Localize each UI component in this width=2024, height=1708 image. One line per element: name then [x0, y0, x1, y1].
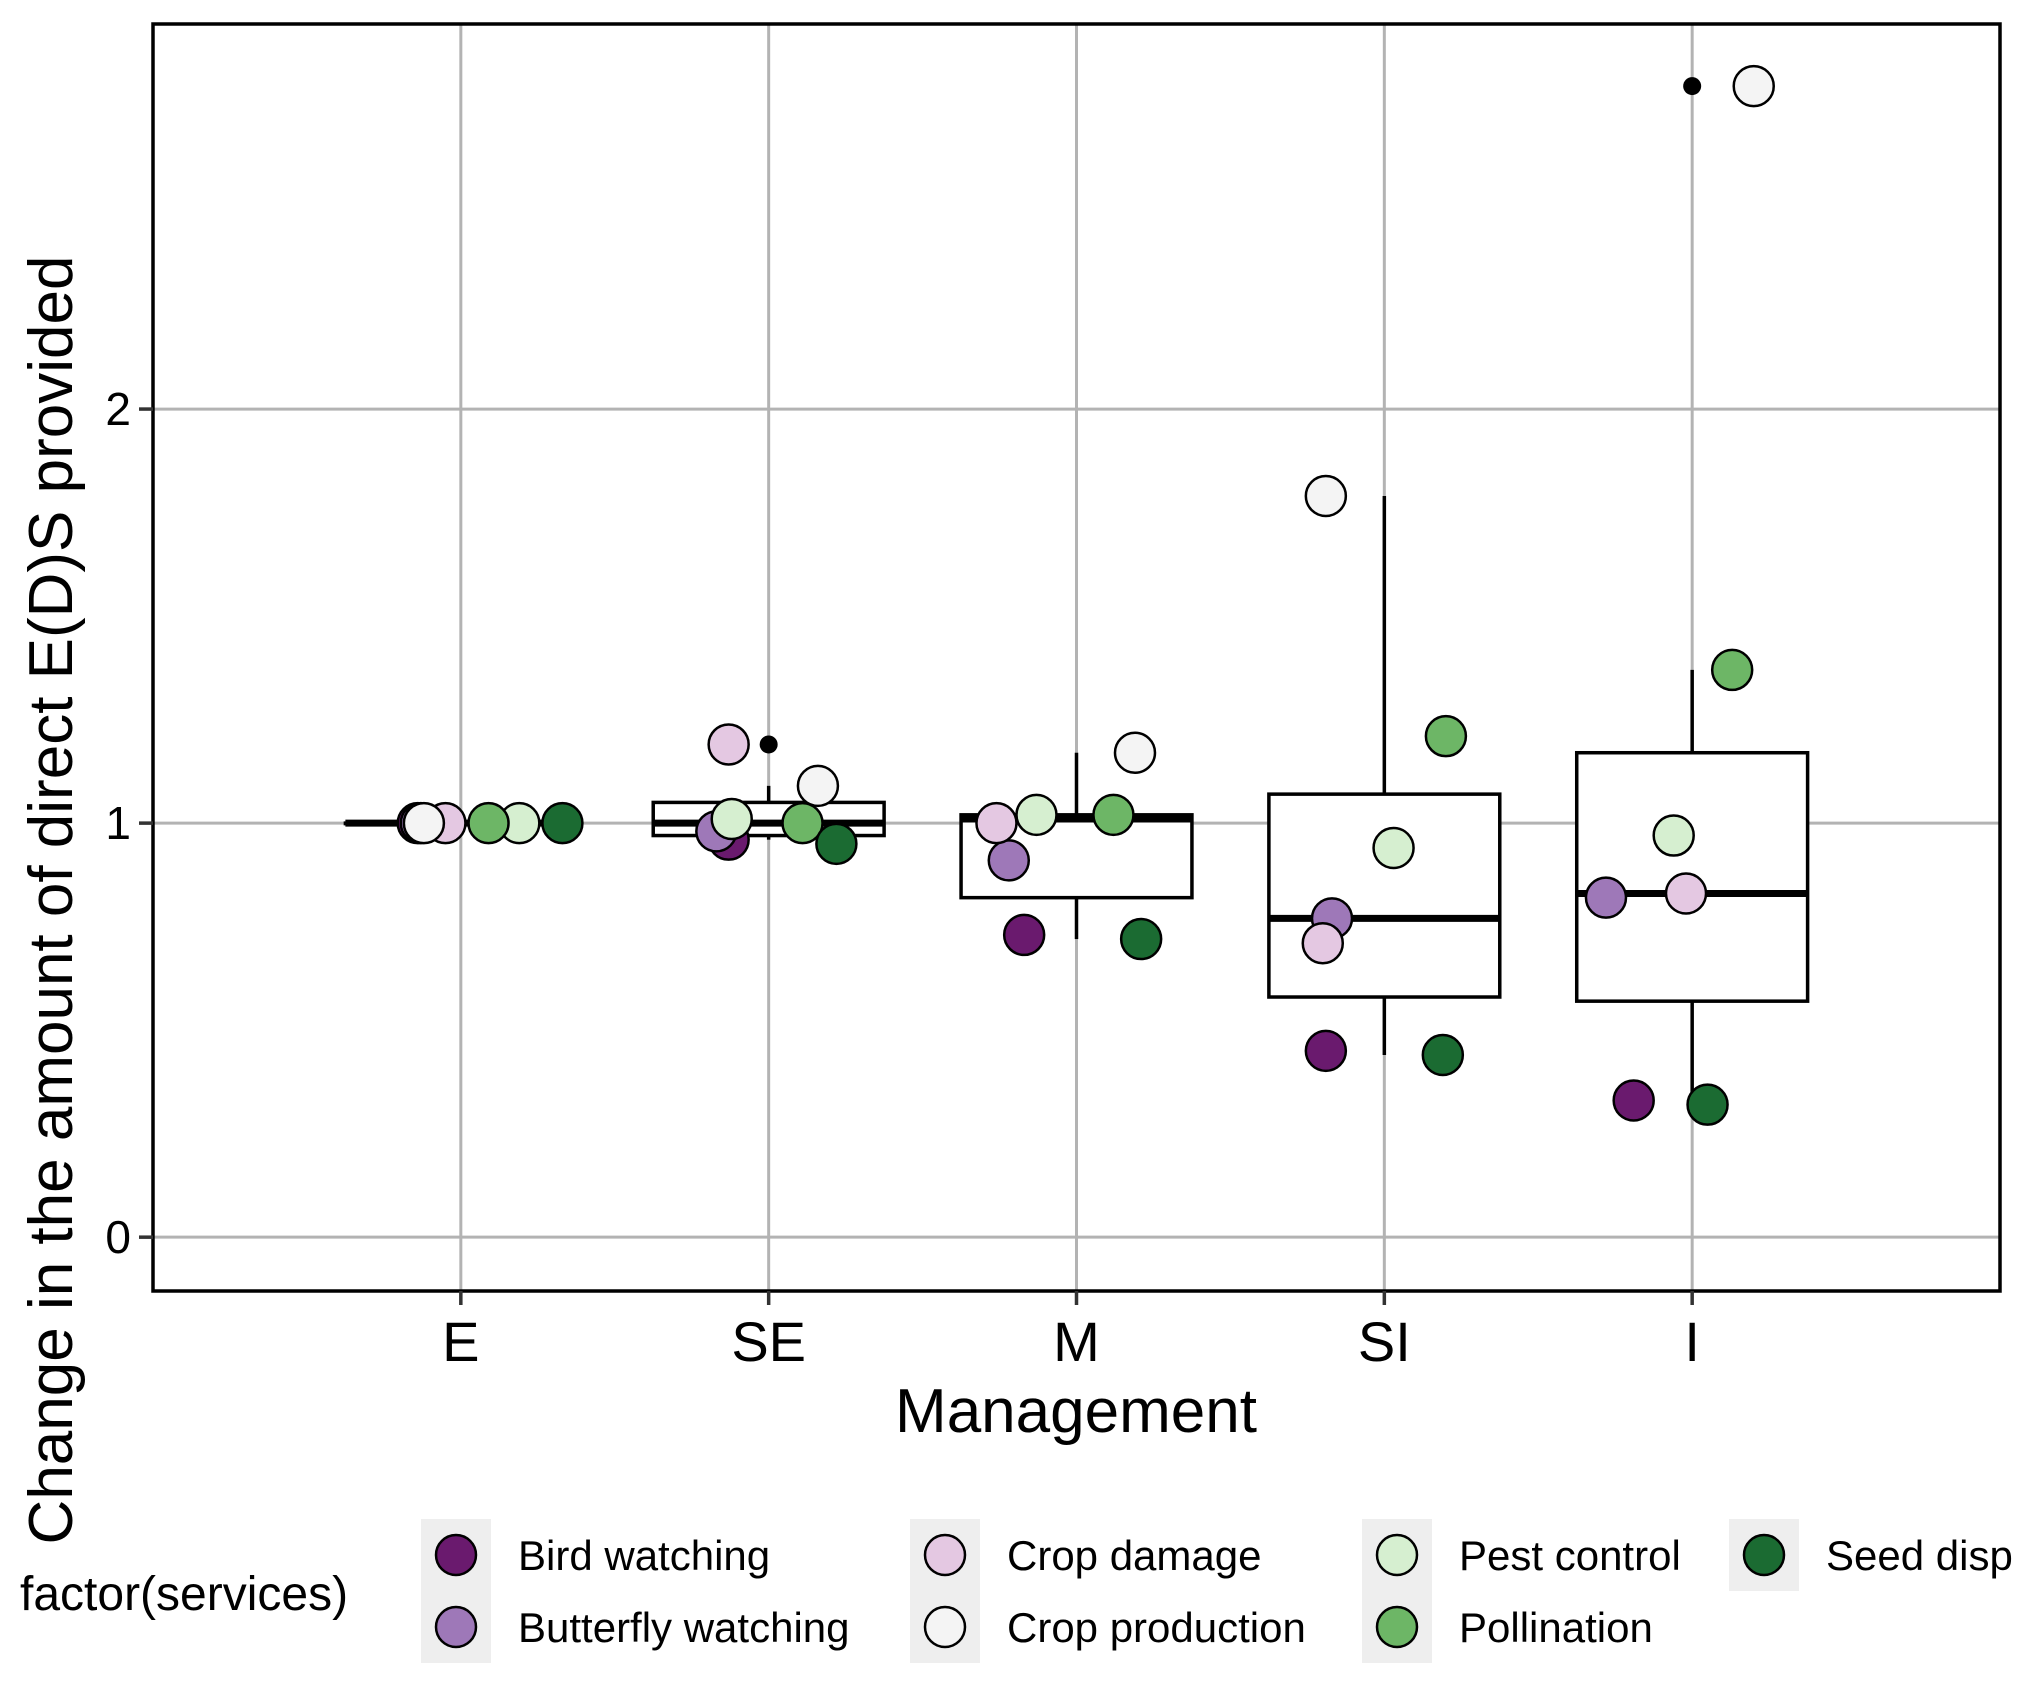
legend-key — [1742, 1533, 1786, 1577]
legend-label: Bird watching — [518, 1532, 770, 1579]
series-pollination — [467, 648, 1754, 845]
data-point — [1652, 814, 1695, 857]
data-point — [1092, 793, 1135, 837]
box-iqr — [1267, 792, 1502, 999]
x-tick-label: M — [1053, 1310, 1100, 1373]
data-point — [1002, 913, 1046, 957]
legend-label: Pest control — [1459, 1532, 1681, 1579]
x-axis-label: Management — [895, 1377, 1257, 1446]
data-point — [1372, 826, 1415, 870]
y-tick-label: 1 — [105, 797, 131, 849]
data-point — [1424, 714, 1468, 758]
data-point — [1421, 1033, 1465, 1077]
data-point — [1304, 474, 1348, 518]
legend-label: Seed disp — [1826, 1532, 2013, 1579]
legend-label: Pollination — [1459, 1604, 1653, 1651]
data-point — [1113, 731, 1157, 774]
legend-item: Pest control — [1362, 1519, 1681, 1591]
legend-item: Seed disp — [1729, 1519, 2013, 1591]
data-point — [1664, 872, 1708, 915]
legend-key — [1375, 1533, 1419, 1577]
legend-label: Crop damage — [1007, 1532, 1261, 1579]
box-outlier — [759, 735, 778, 754]
legend-key — [434, 1605, 478, 1649]
data-point — [1119, 917, 1163, 961]
data-point — [796, 764, 840, 808]
legend-item: Butterfly watching — [421, 1591, 850, 1663]
y-axis-label: Change in the amount of direct E(D)S pro… — [17, 256, 86, 1545]
box-SI — [1267, 496, 1502, 1055]
box-SE — [651, 735, 886, 840]
data-point — [975, 801, 1018, 845]
x-tick-label: SE — [731, 1310, 806, 1373]
legend-key — [434, 1533, 478, 1577]
legend-key — [923, 1605, 967, 1649]
data-point — [467, 801, 510, 845]
data-point — [707, 723, 750, 766]
data-point — [402, 801, 446, 845]
series-crop-production — [402, 64, 1775, 845]
data-point — [815, 822, 858, 866]
data-point — [1612, 1079, 1655, 1122]
legend-key — [1375, 1605, 1419, 1649]
data-point — [1686, 1083, 1729, 1126]
data-point — [710, 797, 753, 841]
legend-label: Crop production — [1007, 1604, 1306, 1651]
x-tick-label: I — [1684, 1310, 1700, 1373]
data-point — [1732, 64, 1775, 108]
legend-label: Butterfly watching — [518, 1604, 850, 1651]
data-point — [1301, 921, 1345, 965]
legend-item: Crop damage — [910, 1519, 1261, 1591]
legend-title: factor(services) — [20, 1568, 348, 1621]
data-point — [781, 801, 824, 845]
legend-key — [923, 1533, 967, 1577]
box-outlier — [1683, 77, 1702, 96]
data-point — [1304, 1029, 1348, 1073]
y-tick-label: 0 — [105, 1211, 131, 1263]
data-point — [987, 839, 1031, 882]
x-tick-label: SI — [1358, 1310, 1411, 1373]
series-pest-control — [498, 793, 1695, 870]
data-point — [1710, 648, 1754, 692]
x-tick-label: E — [442, 1310, 479, 1373]
y-tick-label: 2 — [105, 383, 131, 435]
legend-item: Crop production — [910, 1591, 1306, 1663]
legend-item: Pollination — [1362, 1591, 1653, 1663]
data-point — [541, 801, 584, 845]
data-point — [1015, 793, 1058, 837]
series-seed-disp — [541, 801, 1729, 1126]
data-point — [1584, 876, 1628, 919]
legend-item: Bird watching — [421, 1519, 770, 1591]
